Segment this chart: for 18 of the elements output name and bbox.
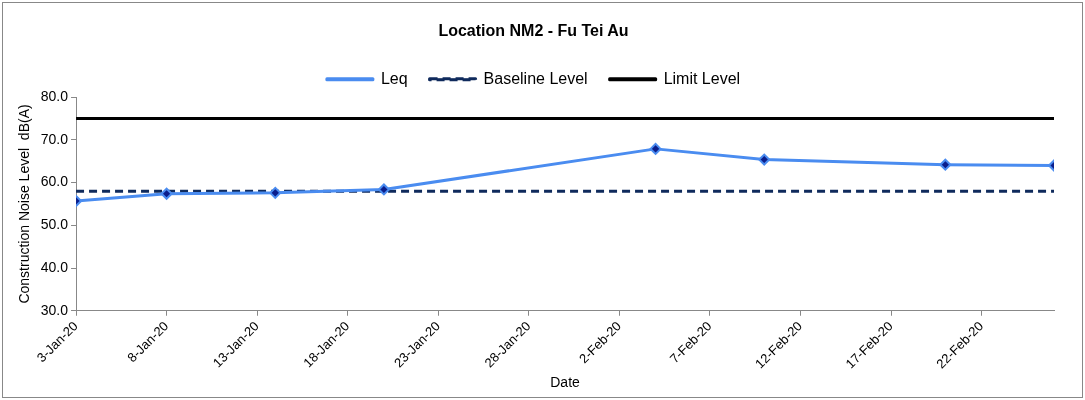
legend-label: Leq <box>380 69 408 87</box>
point <box>649 142 662 155</box>
point <box>939 158 952 171</box>
y-tick-label: 40.0 <box>40 258 69 275</box>
y-axis-title: Construction Noise Level dB(A) <box>16 104 33 304</box>
chart-title: Location NM2 - Fu Tei Au <box>438 22 629 40</box>
point <box>377 183 390 196</box>
legend-label: Limit Level <box>663 69 741 87</box>
legend-label: Baseline Level <box>483 69 588 87</box>
point <box>269 186 282 199</box>
point <box>160 187 173 200</box>
y-tick-label: 50.0 <box>40 216 69 233</box>
y-tick-label: 30.0 <box>40 301 69 318</box>
y-tick-label: 80.0 <box>40 88 69 105</box>
y-tick-label: 60.0 <box>40 173 69 190</box>
point <box>758 153 771 166</box>
x-axis-title: Date <box>550 374 581 391</box>
y-tick-label: 70.0 <box>40 130 69 147</box>
